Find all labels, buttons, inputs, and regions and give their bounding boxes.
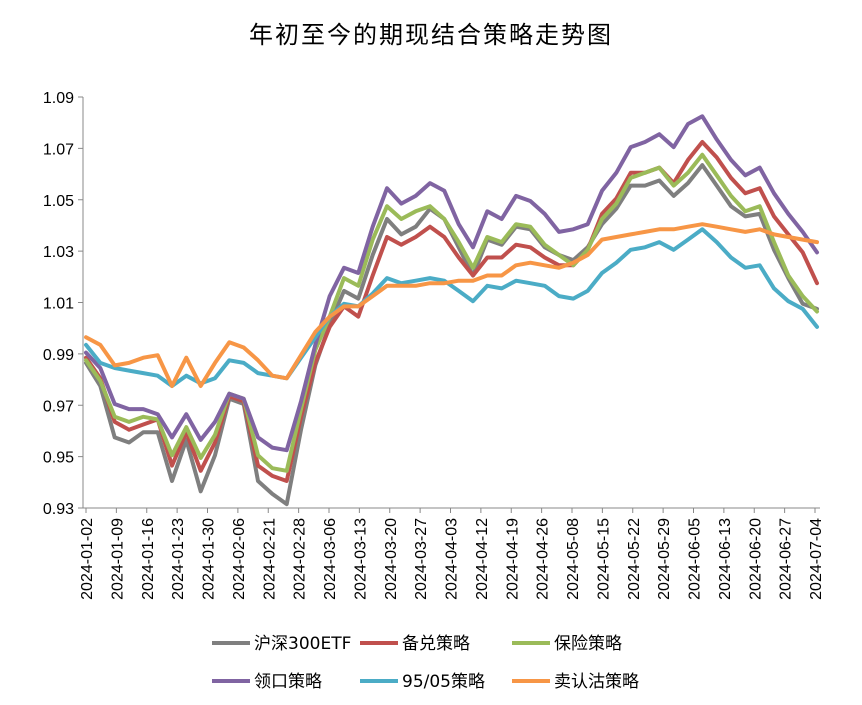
x-tick-label: 2024-04-03 [444, 518, 461, 600]
series-line-4 [84, 227, 819, 388]
x-tick-label: 2024-02-21 [261, 518, 278, 600]
legend-label: 卖认沽策略 [554, 672, 639, 692]
legend-label: 保险策略 [554, 634, 622, 654]
x-tick-label: 2024-06-05 [687, 518, 704, 600]
x-tick-label: 2024-05-22 [626, 518, 643, 600]
x-tick-label: 2024-03-27 [413, 518, 430, 600]
series-line-1 [84, 140, 819, 483]
x-tick-label: 2024-06-20 [747, 518, 764, 600]
x-tick-label: 2024-05-08 [565, 518, 582, 600]
x-tick-label: 2024-02-28 [292, 518, 309, 600]
series-line-5 [84, 222, 819, 388]
x-tick-label: 2024-01-02 [79, 518, 96, 600]
x-tick-label: 2024-04-26 [535, 518, 552, 600]
series-line-2 [84, 152, 819, 473]
x-tick-label: 2024-05-15 [595, 518, 612, 600]
x-tick-label: 2024-01-09 [109, 518, 126, 600]
x-tick-label: 2024-03-06 [322, 518, 339, 600]
y-tick-label: 1.07 [43, 141, 74, 158]
x-tick-label: 2024-03-20 [383, 518, 400, 600]
x-tick-label: 2024-06-13 [717, 518, 734, 600]
x-tick-label: 2024-01-16 [140, 518, 157, 600]
legend-label: 沪深300ETF [254, 634, 351, 654]
series-line-3 [84, 114, 819, 453]
x-tick-label: 2024-04-12 [474, 518, 491, 600]
y-tick-label: 0.95 [43, 450, 74, 467]
legend-label: 95/05策略 [402, 672, 485, 692]
x-tick-label: 2024-02-06 [231, 518, 248, 600]
y-tick-label: 1.09 [43, 90, 74, 107]
chart-title: 年初至今的期现结合策略走势图 [249, 21, 613, 49]
x-tick-label: 2024-07-04 [808, 518, 825, 600]
legend-label: 备兑策略 [402, 634, 470, 654]
y-tick-label: 1.05 [43, 193, 74, 210]
y-tick-label: 0.97 [43, 398, 74, 415]
x-tick-label: 2024-04-19 [504, 518, 521, 600]
plot-area: 1.09 1.07 1.05 1.03 1.01 0.99 0.97 0.95 0.93 2024… [43, 90, 825, 600]
y-tick-label: 1.03 [43, 244, 74, 261]
x-tick-label: 2024-06-27 [778, 518, 795, 600]
x-tick-label: 2024-05-29 [656, 518, 673, 600]
x-tick-label: 2024-01-30 [201, 518, 218, 600]
y-tick-label: 0.93 [43, 501, 74, 518]
x-tick-label: 2024-03-13 [352, 518, 369, 600]
y-tick-label: 1.01 [43, 296, 74, 313]
y-tick-label: 0.99 [43, 347, 74, 364]
x-tick-label: 2024-01-23 [170, 518, 187, 600]
legend-label: 领口策略 [254, 672, 322, 692]
